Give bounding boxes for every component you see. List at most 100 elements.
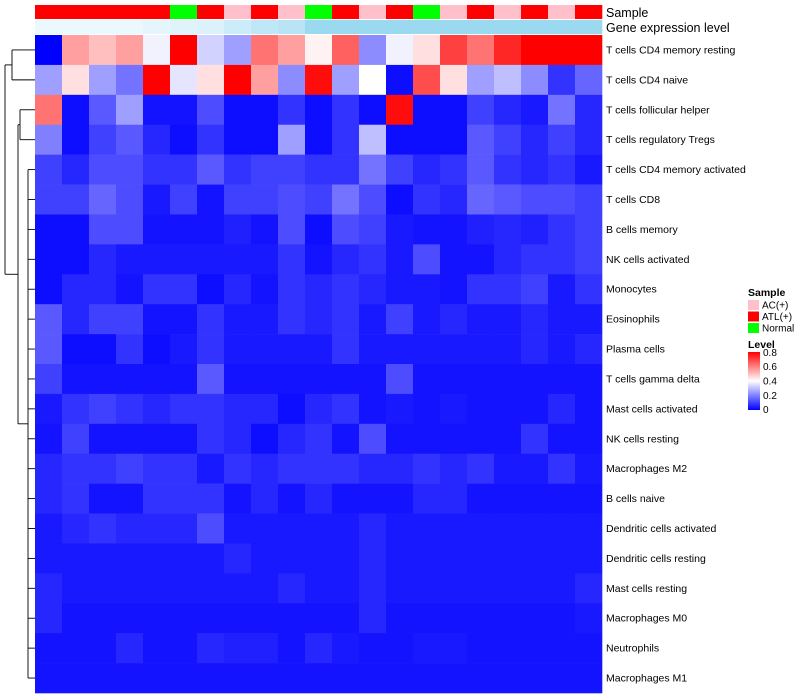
sample-annotation-cell <box>521 5 549 19</box>
heatmap-cell <box>332 423 360 455</box>
heatmap-cell <box>359 633 387 664</box>
heatmap-cell <box>548 543 576 574</box>
heatmap-cell <box>143 364 171 395</box>
heatmap-cell <box>143 663 171 694</box>
heatmap-cell <box>440 573 468 604</box>
heatmap-cell <box>575 633 603 664</box>
heatmap-cell <box>89 154 117 185</box>
heatmap-cell <box>467 364 495 395</box>
heatmap-cell <box>359 573 387 604</box>
row-label-mast-cells-activated: Mast cells activated <box>606 403 698 415</box>
level-annotation-cell <box>116 20 144 34</box>
heatmap-cell <box>359 94 387 126</box>
heatmap-cell <box>467 483 495 514</box>
heatmap-cell <box>116 453 144 484</box>
heatmap-cell <box>89 244 117 275</box>
heatmap-cell <box>224 573 252 604</box>
heatmap-cell <box>170 603 198 634</box>
heatmap-cell <box>440 663 468 694</box>
level-annotation-cell <box>224 20 252 34</box>
heatmap-cell <box>548 453 576 484</box>
heatmap-cell <box>170 573 198 604</box>
heatmap-cell <box>494 304 522 335</box>
sample-legend: Sample AC(+)ATL(+)Normal <box>748 287 794 335</box>
heatmap-cell <box>197 64 225 96</box>
heatmap-cell <box>332 663 360 694</box>
heatmap-cell <box>440 214 468 245</box>
row-label-t-cells-cd4-memory-resting: T cells CD4 memory resting <box>606 44 735 56</box>
heatmap-cell <box>548 94 576 126</box>
heatmap-cell <box>386 573 414 604</box>
heatmap-cell <box>116 214 144 245</box>
column-annotation-bars <box>35 5 603 34</box>
heatmap-cell <box>467 453 495 484</box>
heatmap-cell <box>89 633 117 664</box>
heatmap-cell <box>467 35 495 66</box>
heatmap-cell <box>332 543 360 574</box>
heatmap-cell <box>359 214 387 245</box>
column-annotation-labels: Sample Gene expression level <box>606 6 730 35</box>
heatmap-cell <box>494 364 522 395</box>
heatmap-cell <box>440 423 468 455</box>
heatmap-cell <box>413 304 441 335</box>
heatmap-cell <box>467 603 495 634</box>
row-label-eosinophils: Eosinophils <box>606 314 660 326</box>
heatmap-cell <box>575 64 603 96</box>
sample-annotation-cell <box>251 5 279 19</box>
heatmap-cell <box>170 64 198 96</box>
heatmap-cell <box>305 154 333 185</box>
heatmap-cell <box>224 453 252 484</box>
heatmap-cell <box>278 423 306 455</box>
heatmap-cell <box>467 124 495 155</box>
heatmap-cell <box>359 423 387 455</box>
sample-legend-label-ac: AC(+) <box>762 301 788 312</box>
heatmap-cell <box>224 364 252 395</box>
heatmap-cell <box>386 483 414 514</box>
heatmap-cell <box>224 304 252 335</box>
heatmap-cell <box>251 513 279 544</box>
heatmap-cell <box>197 393 225 425</box>
heatmap-cell <box>575 154 603 185</box>
sample-annotation-cell <box>548 5 576 19</box>
sample-annotation-cell <box>494 5 522 19</box>
heatmap-cell <box>143 64 171 96</box>
heatmap-cell <box>359 244 387 275</box>
heatmap-cell <box>170 334 198 365</box>
heatmap-cell <box>332 35 360 66</box>
sample-annotation-cell <box>224 5 252 19</box>
heatmap-cell <box>62 154 90 185</box>
row-label-b-cells-naive: B cells naive <box>606 493 665 505</box>
heatmap-cell <box>575 274 603 305</box>
heatmap-cell <box>278 184 306 215</box>
heatmap-cell <box>440 334 468 365</box>
heatmap-cell <box>548 663 576 694</box>
heatmap-cell <box>197 483 225 514</box>
heatmap-cell <box>305 453 333 484</box>
level-legend-colorbar <box>748 352 760 410</box>
sample-legend-swatch-normal <box>748 323 759 333</box>
heatmap-cell <box>116 64 144 96</box>
heatmap-cell <box>440 633 468 664</box>
heatmap-cell <box>359 543 387 574</box>
heatmap-cell <box>251 244 279 275</box>
heatmap-cell <box>575 124 603 155</box>
heatmap-cell <box>413 244 441 275</box>
heatmap-cell <box>224 94 252 126</box>
heatmap-cell <box>494 543 522 574</box>
level-annotation-cell <box>278 20 306 34</box>
heatmap-cell <box>62 214 90 245</box>
sample-annotation-cell <box>89 5 117 19</box>
heatmap-cell <box>386 244 414 275</box>
heatmap-cell <box>386 214 414 245</box>
heatmap-cell <box>143 633 171 664</box>
heatmap-cell <box>89 364 117 395</box>
heatmap-cell <box>440 274 468 305</box>
heatmap-cell <box>35 453 63 484</box>
heatmap-cell <box>386 364 414 395</box>
heatmap-cell <box>494 603 522 634</box>
heatmap-cell <box>332 603 360 634</box>
heatmap-cell <box>35 334 63 365</box>
heatmap-cell <box>224 393 252 425</box>
heatmap-cell <box>116 364 144 395</box>
heatmap-cell <box>224 543 252 574</box>
